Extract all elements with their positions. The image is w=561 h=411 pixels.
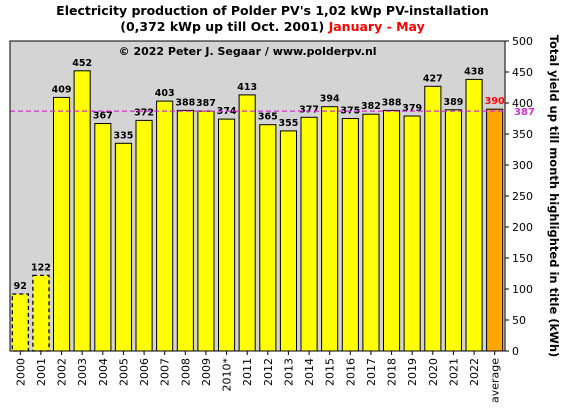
bar-2007 — [156, 100, 174, 352]
x-axis: 2000 2001 2002 2003 2004 2005 2006 2007 2008 2009… — [14, 351, 502, 403]
bar-2015 — [321, 106, 339, 352]
x-tick-label-2013: 2013 — [282, 358, 295, 386]
plot-area — [10, 41, 505, 351]
value-label-2007: 403 — [155, 88, 175, 99]
bar-2017 — [362, 113, 380, 352]
bar-2016 — [341, 118, 359, 352]
bar-2019 — [403, 115, 421, 352]
value-label-2017: 382 — [361, 101, 381, 112]
x-tick-label-2015: 2015 — [324, 358, 337, 386]
chart-subtitle: (0,372 kWp up till Oct. 2001) January - … — [0, 19, 545, 34]
x-tick-label-2016: 2016 — [344, 358, 357, 386]
value-label-2003: 452 — [72, 58, 92, 69]
y-tick-label-150: 150 — [512, 252, 533, 265]
bar-2010 — [218, 118, 236, 352]
x-tick-label-average: average — [489, 358, 502, 403]
bar-2014 — [300, 116, 318, 352]
bar-2000 — [11, 293, 30, 352]
x-tick-label-2022: 2022 — [468, 358, 481, 386]
y-tick-label-0: 0 — [512, 345, 519, 358]
bar-2005 — [114, 142, 133, 352]
value-label-2019: 379 — [402, 103, 422, 114]
x-tick-label-2012: 2012 — [262, 358, 275, 386]
bar-2001 — [32, 274, 50, 352]
subtitle-period: January - May — [328, 19, 425, 34]
bars — [11, 70, 504, 352]
value-label-2018: 388 — [382, 97, 402, 108]
value-label-2008: 388 — [175, 97, 195, 108]
x-tick-label-2014: 2014 — [303, 358, 316, 386]
y-tick-label-400: 400 — [512, 97, 533, 110]
bar-2011 — [238, 94, 256, 352]
y-axis: 0 50 100 150 200 250 300 350 400 450 500 — [505, 35, 533, 358]
bar-2009 — [197, 110, 215, 352]
value-label-average: 390 — [485, 96, 505, 107]
bar-2004 — [94, 123, 112, 352]
value-label-2021: 389 — [443, 97, 463, 108]
x-tick-label-2019: 2019 — [406, 358, 419, 386]
x-tick-label-2011: 2011 — [241, 358, 254, 386]
chart-title: Electricity production of Polder PV's 1,… — [56, 3, 489, 18]
value-label-2001: 122 — [31, 262, 51, 273]
y-tick-label-50: 50 — [512, 314, 526, 327]
x-tick-label-2010: 2010* — [221, 358, 234, 392]
x-tick-label-2008: 2008 — [179, 358, 192, 386]
watermark: © 2022 Peter J. Segaar / www.polderpv.nl — [119, 45, 377, 58]
bar-2021 — [444, 109, 462, 352]
value-label-2013: 355 — [278, 118, 298, 129]
bar-2013 — [279, 130, 297, 352]
value-label-2020: 427 — [423, 73, 443, 84]
value-label-2014: 377 — [299, 104, 319, 115]
x-tick-label-2004: 2004 — [97, 358, 110, 386]
y-tick-label-200: 200 — [512, 221, 533, 234]
x-tick-label-2001: 2001 — [35, 358, 48, 386]
x-tick-label-2020: 2020 — [427, 358, 440, 386]
value-label-2012: 365 — [258, 112, 278, 123]
value-label-2005: 335 — [113, 130, 133, 141]
value-label-2015: 394 — [320, 94, 340, 105]
x-tick-label-2021: 2021 — [447, 358, 460, 386]
value-label-2004: 367 — [93, 111, 113, 122]
y-axis-label: Total yield up till month highlighted in… — [547, 35, 561, 358]
bar-2008 — [176, 109, 194, 352]
x-tick-label-2009: 2009 — [200, 358, 213, 386]
x-tick-label-2002: 2002 — [56, 358, 69, 386]
x-tick-label-2000: 2000 — [14, 358, 27, 386]
y-tick-label-250: 250 — [512, 190, 533, 203]
bar-average — [486, 108, 504, 352]
x-tick-label-2007: 2007 — [159, 358, 172, 386]
subtitle-main: (0,372 kWp up till Oct. 2001) — [120, 19, 325, 34]
x-tick-label-2003: 2003 — [76, 358, 89, 386]
x-tick-label-2017: 2017 — [365, 358, 378, 386]
y-tick-label-350: 350 — [512, 128, 533, 141]
x-tick-label-2018: 2018 — [386, 358, 399, 386]
x-tick-label-2006: 2006 — [138, 358, 151, 386]
bar-2006 — [135, 119, 153, 352]
bar-2020 — [424, 85, 442, 352]
value-label-2022: 438 — [464, 66, 484, 77]
reference-line-label: 387 — [514, 107, 535, 118]
y-tick-label-450: 450 — [512, 66, 533, 79]
value-label-2000: 92 — [14, 281, 27, 292]
bar-2003 — [73, 70, 91, 352]
y-tick-label-300: 300 — [512, 159, 533, 172]
bar-2002 — [53, 96, 71, 352]
bar-2022 — [465, 78, 483, 352]
y-tick-label-100: 100 — [512, 283, 533, 296]
value-label-2006: 372 — [134, 107, 154, 118]
x-tick-label-2005: 2005 — [117, 358, 130, 386]
value-label-2002: 409 — [52, 84, 72, 95]
bar-2018 — [383, 109, 401, 352]
value-label-2009: 387 — [196, 98, 216, 109]
y-tick-label-500: 500 — [512, 35, 533, 48]
value-label-2011: 413 — [237, 82, 257, 93]
bar-2012 — [259, 124, 277, 352]
